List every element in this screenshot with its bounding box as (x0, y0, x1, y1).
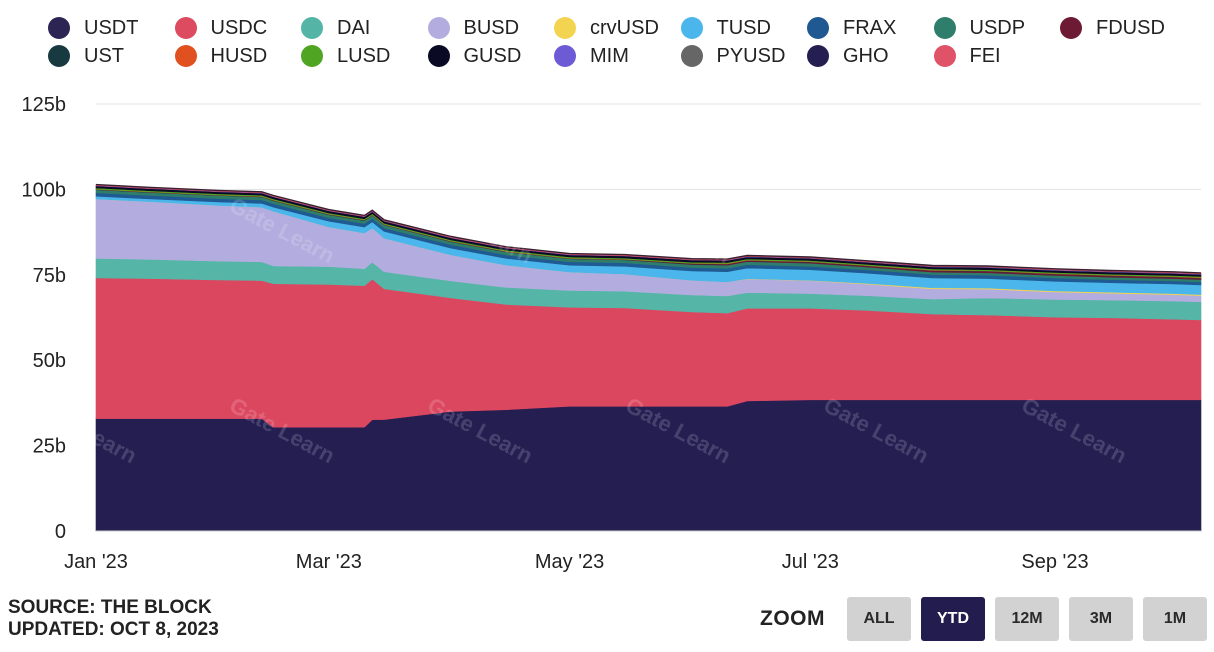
stack-top-outline (95, 183, 1202, 274)
axes: Jan '23 Mar '23 May '23 Jul '23 Sep '23 (64, 530, 1201, 573)
legend-label: USDT (84, 16, 139, 39)
legend-label: FEI (969, 44, 1001, 67)
source-text: SOURCE: THE BLOCK (8, 597, 212, 618)
legend-swatch (554, 17, 576, 39)
legend-item-usdt[interactable]: USDT (48, 14, 138, 42)
legend-swatch (301, 45, 323, 67)
y-tick-label: 25b (33, 436, 66, 458)
x-tick-label: Jul '23 (782, 551, 839, 573)
legend-swatch (1060, 17, 1082, 39)
updated-text: UPDATED: OCT 8, 2023 (8, 619, 219, 640)
zoom-12m-button[interactable]: 12M (995, 597, 1059, 641)
legend-swatch (933, 45, 956, 67)
legend-swatch (427, 45, 450, 67)
legend-item-busd[interactable]: BUSD (427, 14, 520, 42)
y-tick-label: 50b (33, 350, 66, 372)
legend-item-fdusd[interactable]: FDUSD (1060, 14, 1165, 42)
legend-swatch (680, 17, 703, 39)
legend-item-husd[interactable]: HUSD (174, 42, 268, 70)
legend-item-usdp[interactable]: USDP (933, 14, 1026, 42)
y-tick-label: 75b (33, 265, 66, 287)
area-series (95, 183, 1202, 532)
x-tick-label: Sep '23 (1021, 551, 1088, 573)
y-tick-label: 0 (55, 521, 66, 543)
watermark-text: Gate Learn (820, 192, 933, 268)
zoom-1m-label: 1M (1163, 610, 1187, 627)
legend-item-fei[interactable]: FEI (933, 42, 1001, 70)
legend-swatch (48, 17, 70, 39)
y-tick-label: 125b (22, 94, 67, 116)
legend-swatch (48, 45, 70, 67)
legend-label: HUSD (210, 44, 268, 67)
legend-item-frax[interactable]: FRAX (807, 14, 896, 42)
legend-swatch (933, 17, 956, 39)
zoom-all-button[interactable]: ALL (847, 597, 911, 641)
zoom-3m-label: 3M (1089, 610, 1113, 627)
watermark-text: Gate Learn (1018, 192, 1131, 268)
legend-swatch (554, 45, 576, 67)
source-note: SOURCE: THE BLOCK UPDATED: OCT 8, 2023 (8, 597, 219, 641)
legend-swatch (174, 17, 197, 39)
legend-item-crvusd[interactable]: crvUSD (554, 14, 659, 42)
legend-item-gho[interactable]: GHO (807, 42, 889, 70)
legend-label: PYUSD (716, 44, 786, 67)
legend: USDT USDC DAI BUSD crvUSD TUSD FRAX USDP FDUSD US… (48, 14, 1208, 78)
legend-item-usdc[interactable]: USDC (174, 14, 268, 42)
stacked-area-chart: 0 25b 50b 75b 100b 125b Jan '23 Mar '23 May '23… (21, 94, 1202, 600)
legend-label: UST (84, 44, 124, 67)
watermark-text: Gate Learn (424, 582, 537, 600)
legend-swatch (427, 17, 450, 39)
legend-item-dai[interactable]: DAI (301, 14, 370, 42)
legend-swatch (807, 17, 829, 39)
zoom-3m-button[interactable]: 3M (1069, 597, 1133, 641)
watermark-text: Gate Learn (622, 582, 735, 600)
legend-label: crvUSD (590, 16, 659, 39)
legend-label: FRAX (843, 16, 897, 39)
legend-label: DAI (337, 16, 371, 39)
legend-label: FDUSD (1096, 16, 1165, 39)
x-tick-label: May '23 (535, 551, 604, 573)
legend-item-pyusd[interactable]: PYUSD (680, 42, 786, 70)
legend-label: MIM (590, 44, 629, 67)
legend-item-tusd[interactable]: TUSD (680, 14, 771, 42)
zoom-label: ZOOM (760, 607, 825, 630)
legend-label: TUSD (716, 16, 771, 39)
x-tick-label: Jan '23 (64, 551, 128, 573)
legend-label: BUSD (463, 16, 520, 39)
legend-swatch (680, 45, 703, 67)
y-tick-label: 100b (22, 179, 67, 201)
zoom-1m-button[interactable]: 1M (1143, 597, 1207, 641)
legend-label: LUSD (337, 44, 391, 67)
legend-item-ust[interactable]: UST (48, 42, 124, 70)
x-tick-label: Mar '23 (296, 551, 362, 573)
legend-swatch (807, 45, 829, 67)
legend-swatch (301, 17, 323, 39)
zoom-controls: ZOOM ALL YTD 12M 3M 1M (760, 597, 1207, 641)
legend-label: GUSD (463, 44, 522, 67)
legend-label: GHO (843, 44, 889, 67)
zoom-ytd-label: YTD (937, 610, 969, 627)
zoom-12m-label: 12M (1011, 610, 1043, 627)
legend-item-gusd[interactable]: GUSD (427, 42, 522, 70)
legend-item-mim[interactable]: MIM (554, 42, 629, 70)
legend-item-lusd[interactable]: LUSD (301, 42, 390, 70)
legend-swatch (174, 45, 197, 67)
zoom-all-label: ALL (863, 610, 895, 627)
legend-label: USDP (969, 16, 1026, 39)
zoom-ytd-button[interactable]: YTD (921, 597, 985, 641)
legend-label: USDC (210, 16, 268, 39)
